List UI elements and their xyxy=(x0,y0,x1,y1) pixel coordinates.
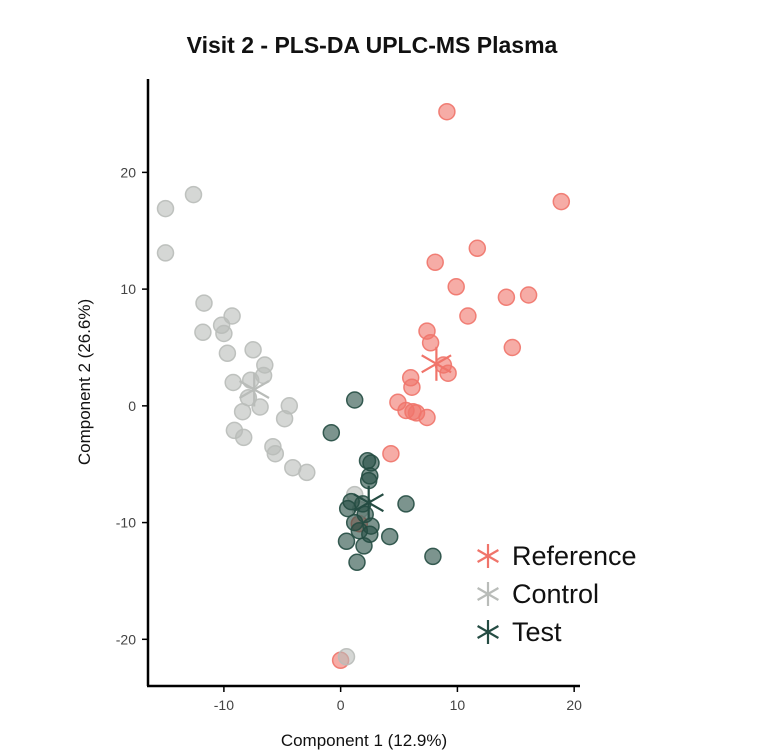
legend-item-control: Control xyxy=(477,579,599,609)
reference-point xyxy=(418,408,436,427)
test-point xyxy=(322,423,341,442)
y-tick-label: 10 xyxy=(120,281,136,297)
y-ticks: -20 -10 0 10 20 xyxy=(116,164,148,647)
points-layer xyxy=(156,102,571,670)
legend-marker-icon xyxy=(477,620,499,644)
reference-point xyxy=(497,288,516,307)
control-point xyxy=(298,463,316,482)
reference-point xyxy=(447,278,465,296)
x-tick-label: -10 xyxy=(214,697,234,713)
reference-point xyxy=(403,378,421,396)
reference-point xyxy=(519,286,538,304)
reference-point xyxy=(426,253,444,272)
reference-point xyxy=(468,239,487,258)
reference-point xyxy=(382,444,400,463)
control-point xyxy=(234,428,253,447)
control-point xyxy=(275,409,294,428)
y-tick-label: 20 xyxy=(120,164,136,180)
test-point xyxy=(348,553,366,572)
legend-item-test: Test xyxy=(477,617,562,647)
test-point xyxy=(380,527,399,546)
legend-item-reference: Reference xyxy=(477,541,637,571)
control-point xyxy=(224,373,242,392)
y-tick-label: 0 xyxy=(128,398,136,414)
legend-marker-icon xyxy=(477,582,499,606)
test-point xyxy=(397,495,415,513)
control-point xyxy=(337,648,356,666)
control-point xyxy=(195,294,213,312)
y-tick-label: -10 xyxy=(116,515,136,531)
x-axis-label: Component 1 (12.9%) xyxy=(281,731,447,750)
reference-point xyxy=(503,338,522,357)
test-point xyxy=(338,499,357,518)
control-point xyxy=(233,402,252,421)
x-ticks: -10 0 10 20 xyxy=(214,686,582,713)
control-point xyxy=(244,341,262,359)
control-point xyxy=(241,371,260,389)
legend-label: Test xyxy=(512,617,562,647)
control-point xyxy=(215,324,233,343)
legend-label: Control xyxy=(512,579,599,609)
legend-marker-icon xyxy=(477,544,499,568)
control-point xyxy=(156,244,175,262)
test-point xyxy=(345,391,364,409)
x-tick-label: 20 xyxy=(566,697,582,713)
control-centroid-marker xyxy=(238,372,270,407)
control-point xyxy=(194,323,212,342)
control-point xyxy=(184,185,203,204)
legend-label: Reference xyxy=(512,541,637,571)
chart-title: Visit 2 - PLS-DA UPLC-MS Plasma xyxy=(187,32,558,58)
y-axis-label: Component 2 (26.6%) xyxy=(75,299,94,465)
x-tick-label: 10 xyxy=(450,697,466,713)
control-point xyxy=(218,344,237,363)
reference-point xyxy=(552,192,571,211)
reference-point xyxy=(421,334,440,352)
reference-point xyxy=(438,102,456,121)
test-point xyxy=(350,521,369,540)
test-centroid-marker xyxy=(353,485,384,520)
control-point xyxy=(266,444,285,463)
legend: Reference Control Test xyxy=(477,541,637,647)
test-point xyxy=(337,532,356,551)
centroid-layer xyxy=(238,346,452,520)
x-tick-label: 0 xyxy=(337,697,345,713)
control-point xyxy=(156,199,175,218)
y-tick-label: -20 xyxy=(116,631,136,647)
reference-point xyxy=(459,307,477,325)
test-point xyxy=(355,537,373,555)
control-point xyxy=(251,398,269,416)
reference-centroid-marker xyxy=(421,346,452,381)
test-point xyxy=(424,547,442,566)
